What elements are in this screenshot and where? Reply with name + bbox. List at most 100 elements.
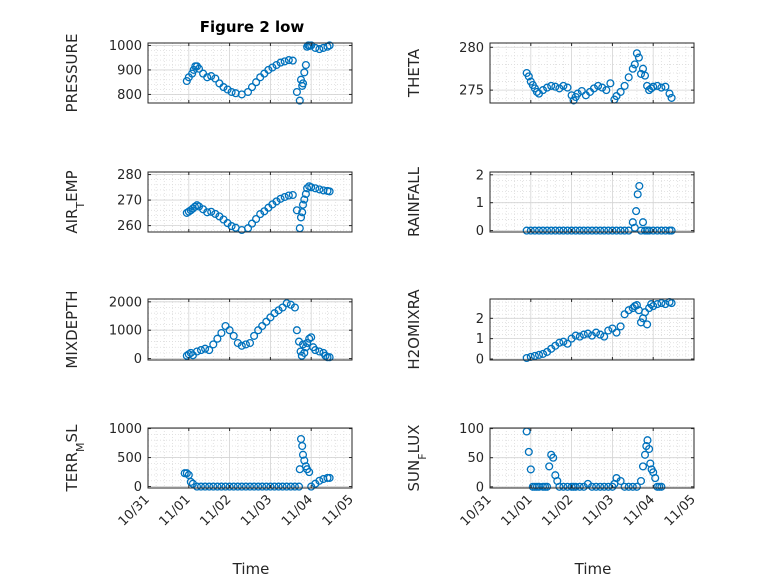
data-point	[598, 83, 607, 92]
data-point	[300, 348, 309, 357]
data-point	[264, 65, 273, 74]
data-point	[661, 82, 670, 91]
data-point	[295, 96, 304, 105]
axes-box	[489, 171, 695, 233]
y-tick-label: 0	[476, 224, 484, 239]
data-point	[190, 202, 199, 211]
data-point	[266, 482, 275, 491]
data-point	[547, 226, 556, 235]
data-point	[522, 353, 531, 363]
data-point	[290, 482, 299, 491]
data-point	[530, 351, 539, 360]
data-point	[635, 181, 644, 191]
data-point	[620, 310, 629, 319]
data-point	[636, 476, 646, 486]
y-tick-label: 1000	[109, 422, 142, 437]
data-point	[579, 330, 588, 339]
data-point	[233, 482, 242, 491]
data-point	[307, 41, 316, 50]
subplot-rainfall: 0 1 2 RAINFALL	[405, 166, 695, 239]
data-point	[311, 346, 320, 355]
data-point	[192, 62, 202, 71]
data-point	[587, 482, 597, 491]
data-point	[640, 308, 650, 317]
y-tick-label: 900	[117, 63, 142, 78]
data-point	[229, 482, 238, 491]
data-point	[325, 473, 334, 482]
data-point	[270, 482, 279, 491]
data-point	[221, 482, 230, 491]
data-point	[640, 450, 650, 459]
data-point	[665, 89, 674, 98]
data-point	[559, 226, 568, 235]
data-point	[577, 86, 586, 96]
axes-box	[147, 42, 353, 104]
data-point	[201, 482, 210, 491]
data-point	[321, 351, 330, 360]
y-tick-label: 2	[476, 312, 484, 327]
y-tick-label: 0	[476, 480, 484, 495]
y-tick-label: 1	[476, 332, 484, 347]
data-point	[651, 474, 660, 483]
y-tick-label: 1000	[109, 39, 142, 54]
data-point	[543, 482, 552, 491]
data-point	[547, 81, 556, 90]
data-point	[645, 444, 654, 454]
data-point	[315, 476, 324, 485]
y-axis-label: TERRMSL	[63, 424, 87, 493]
data-point	[284, 56, 293, 65]
data-point	[657, 299, 666, 308]
data-point	[245, 338, 255, 348]
y-tick-label: 260	[117, 219, 142, 234]
data-point	[545, 462, 554, 471]
data-point	[280, 57, 289, 66]
data-point	[636, 69, 646, 78]
data-point	[596, 482, 605, 491]
data-point	[647, 300, 656, 309]
data-point	[301, 60, 310, 70]
data-point	[292, 87, 301, 97]
y-axis-label: PRESSURE	[63, 34, 81, 113]
data-point	[667, 93, 676, 102]
data-point	[247, 219, 257, 228]
data-point	[522, 226, 531, 235]
data-point	[296, 213, 306, 222]
y-tick-label: 2000	[109, 295, 142, 310]
data-point	[186, 477, 195, 486]
data-point	[555, 226, 564, 235]
data-point	[563, 83, 572, 92]
data-point	[667, 226, 676, 235]
data-point	[583, 329, 592, 338]
data-point	[272, 60, 281, 70]
data-point	[575, 332, 584, 341]
data-point	[196, 482, 206, 491]
data-point	[247, 83, 257, 92]
data-point	[645, 226, 654, 235]
plot-area	[148, 43, 352, 103]
x-axis-label: Time	[574, 560, 612, 578]
axes-box	[489, 298, 695, 361]
data-point	[192, 347, 202, 356]
data-point	[608, 324, 617, 333]
data-point	[602, 86, 611, 95]
data-point	[587, 226, 597, 235]
data-point	[298, 208, 307, 217]
plot-area	[490, 172, 694, 232]
data-point	[616, 322, 625, 331]
data-point	[524, 447, 533, 456]
data-point	[290, 303, 299, 312]
data-point	[612, 92, 621, 101]
data-point	[203, 208, 212, 217]
data-point	[274, 482, 283, 491]
data-point	[549, 453, 558, 462]
data-point	[288, 56, 297, 65]
data-point	[645, 304, 654, 313]
data-point	[194, 64, 204, 73]
data-point	[254, 326, 263, 335]
data-point	[182, 469, 191, 478]
data-point	[211, 74, 220, 83]
x-axis-label: Time	[232, 560, 270, 578]
data-point	[559, 81, 568, 90]
data-point	[241, 482, 250, 491]
data-point	[278, 303, 287, 312]
